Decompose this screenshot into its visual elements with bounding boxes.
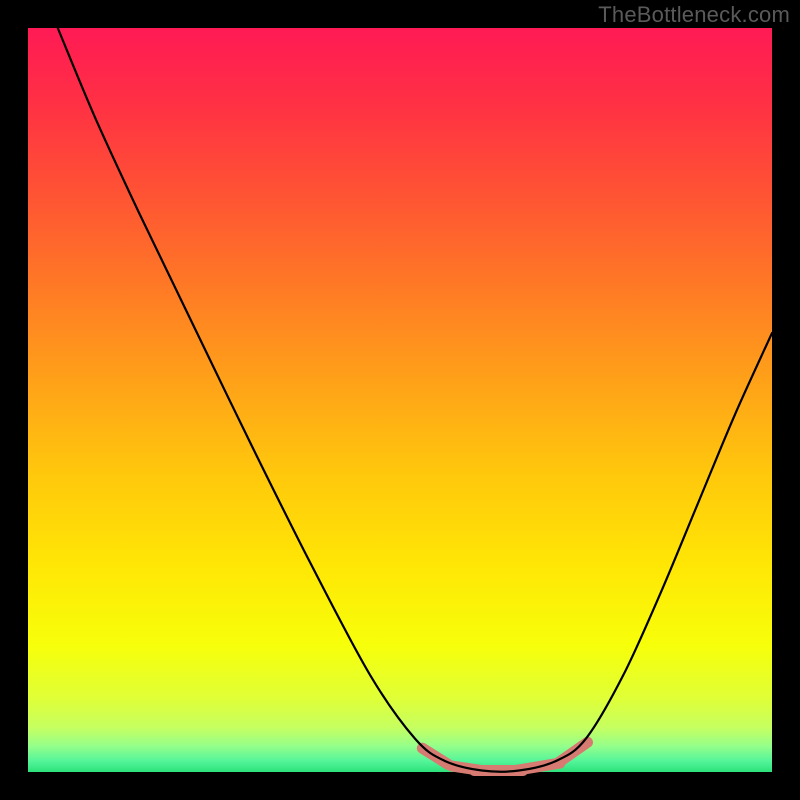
bottleneck-chart	[0, 0, 800, 800]
gradient-background	[28, 28, 772, 772]
watermark-text: TheBottleneck.com	[598, 2, 790, 28]
chart-wrapper: TheBottleneck.com	[0, 0, 800, 800]
